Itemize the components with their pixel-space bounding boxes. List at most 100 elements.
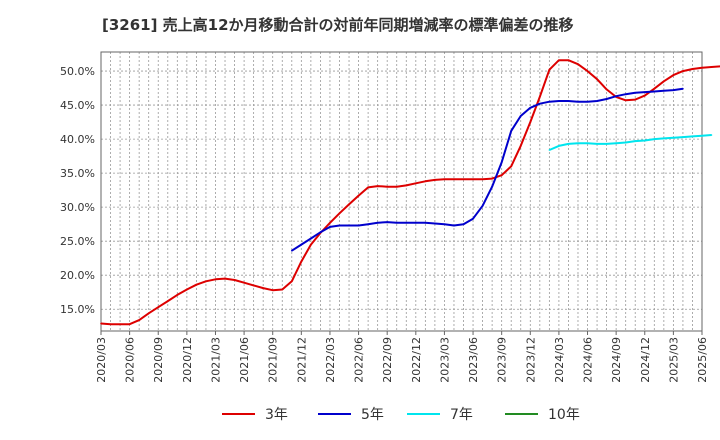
data-point [195, 283, 198, 286]
y-tick-label: 50.0% [60, 65, 95, 78]
legend-label: 10年 [548, 407, 580, 423]
data-point [615, 95, 617, 97]
x-tick-label: 2025/06 [696, 337, 709, 383]
legend-label: 3年 [265, 407, 288, 423]
x-tick-label: 2020/09 [152, 337, 165, 383]
x-tick-label: 2021/03 [209, 337, 222, 383]
data-point [663, 80, 665, 83]
data-point [672, 74, 675, 76]
data-point [624, 141, 627, 144]
data-point [567, 143, 570, 145]
data-point [596, 100, 598, 102]
x-tick-label: 2025/03 [667, 337, 680, 383]
data-point [481, 205, 484, 207]
data-point [567, 59, 570, 61]
data-point [367, 186, 369, 189]
legend-label: 5年 [361, 407, 384, 423]
data-point [691, 68, 694, 70]
plot-border [100, 51, 703, 332]
data-point [586, 142, 589, 144]
data-point [329, 226, 331, 228]
data-point [653, 90, 656, 93]
x-tick-label: 2023/09 [496, 337, 509, 383]
data-point [539, 102, 541, 105]
data-point [682, 87, 684, 90]
x-tick-label: 2020/12 [181, 337, 194, 383]
data-point [472, 217, 474, 220]
data-point [424, 222, 427, 224]
data-point [691, 135, 694, 138]
data-point [615, 142, 617, 144]
data-point [147, 312, 150, 315]
data-point [644, 94, 646, 97]
data-point [672, 136, 675, 139]
data-point [519, 145, 522, 147]
y-tick-label: 30.0% [60, 201, 95, 214]
x-tick-label: 2023/03 [438, 337, 451, 383]
data-point [710, 66, 713, 68]
data-point [577, 100, 579, 103]
data-point [186, 288, 188, 291]
x-tick-label: 2021/06 [238, 337, 251, 383]
data-point [138, 319, 140, 321]
data-point [682, 70, 684, 72]
data-point [128, 323, 131, 326]
data-point [453, 224, 455, 227]
x-tick-label: 2022/12 [410, 337, 423, 383]
data-point [329, 222, 331, 224]
data-point [348, 224, 350, 227]
x-tick-label: 2022/03 [324, 337, 337, 383]
data-point [300, 243, 303, 246]
data-point [500, 161, 503, 163]
data-point [624, 99, 627, 102]
data-point [644, 139, 646, 142]
data-point [434, 179, 436, 181]
data-point [338, 212, 341, 215]
data-point [167, 300, 169, 302]
data-point [481, 178, 484, 181]
data-point [701, 134, 703, 137]
y-tick-label: 25.0% [60, 235, 95, 248]
data-point [233, 279, 236, 281]
data-point [472, 178, 474, 181]
x-tick-label: 2024/06 [582, 337, 595, 383]
data-point [567, 100, 570, 102]
x-tick-label: 2023/06 [467, 337, 480, 383]
data-point [529, 107, 532, 109]
series-7年 [548, 134, 713, 151]
data-point [415, 182, 417, 185]
data-point [281, 288, 284, 291]
data-point [605, 98, 608, 100]
x-tick-label: 2021/12 [295, 337, 308, 383]
data-point [644, 91, 646, 93]
data-point [319, 231, 322, 234]
data-point [376, 222, 379, 224]
data-point [243, 281, 245, 284]
data-point [205, 280, 207, 283]
y-tick-label: 20.0% [60, 269, 95, 282]
x-tick-label: 2024/03 [553, 337, 566, 383]
data-point [462, 223, 465, 225]
data-point [548, 68, 551, 71]
data-point [510, 130, 512, 132]
data-point [376, 185, 379, 187]
data-point [291, 249, 293, 252]
data-point [510, 165, 512, 168]
data-point [663, 90, 665, 92]
data-point [634, 92, 636, 94]
data-point [548, 100, 551, 103]
data-point [624, 93, 627, 95]
data-point [586, 70, 589, 72]
data-point [367, 223, 369, 225]
y-tick-label: 45.0% [60, 99, 95, 112]
data-point [415, 222, 417, 224]
data-point [672, 89, 675, 91]
data-point [491, 177, 493, 180]
data-point [386, 221, 389, 223]
data-point [338, 224, 341, 227]
data-point [558, 100, 560, 102]
data-point [453, 178, 455, 181]
data-point [500, 174, 503, 176]
